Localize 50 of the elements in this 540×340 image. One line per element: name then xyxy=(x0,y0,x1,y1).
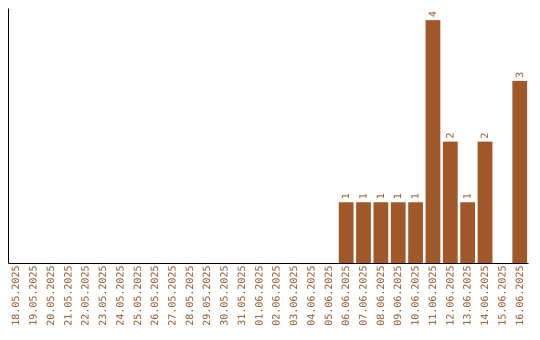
x-tick-label: 15.06.2025 xyxy=(497,266,508,326)
x-tick-label: 14.06.2025 xyxy=(480,266,492,326)
x-tick-label: 18.05.2025 xyxy=(11,266,22,326)
bar xyxy=(356,202,371,263)
bar xyxy=(460,202,476,263)
x-tick-label: 20.05.2025 xyxy=(46,266,57,326)
x-tick-label: 11.06.2025 xyxy=(428,266,439,326)
bar xyxy=(512,80,528,263)
x-tick-label: 08.06.2025 xyxy=(376,266,387,326)
data-label: 1 xyxy=(358,193,370,200)
data-label: 4 xyxy=(428,11,439,18)
x-tick-label: 24.05.2025 xyxy=(115,266,126,326)
x-tick-label: 13.06.2025 xyxy=(462,266,474,326)
bar xyxy=(408,202,423,263)
x-tick-label: 27.05.2025 xyxy=(168,266,179,326)
data-label: 1 xyxy=(393,193,404,200)
x-tick-label: 07.06.2025 xyxy=(358,266,370,326)
x-tick-label: 04.06.2025 xyxy=(306,266,318,326)
data-label: 1 xyxy=(341,193,352,200)
x-tick-label: 31.05.2025 xyxy=(236,266,248,326)
data-label: 2 xyxy=(480,132,492,139)
bar xyxy=(478,142,492,263)
x-tick-label: 30.05.2025 xyxy=(220,266,231,326)
x-tick-label: 21.05.2025 xyxy=(63,266,74,326)
data-label: 1 xyxy=(410,193,422,200)
data-label: 1 xyxy=(462,193,474,200)
x-tick-label: 12.06.2025 xyxy=(445,266,456,326)
x-tick-label: 10.06.2025 xyxy=(410,266,422,326)
bar xyxy=(426,20,440,263)
bar xyxy=(373,202,388,263)
x-tick-label: 23.05.2025 xyxy=(98,266,110,326)
data-label: 3 xyxy=(514,72,526,78)
x-tick-label: 02.06.2025 xyxy=(272,266,283,326)
x-tick-label: 28.05.2025 xyxy=(184,266,196,326)
x-tick-label: 01.06.2025 xyxy=(254,266,266,326)
x-tick-label: 09.06.2025 xyxy=(393,266,404,326)
x-tick-label: 05.06.2025 xyxy=(324,266,335,326)
bar xyxy=(338,202,354,263)
bar xyxy=(442,142,458,263)
bar xyxy=(390,202,406,263)
x-tick-label: 19.05.2025 xyxy=(28,266,40,326)
x-tick-label: 22.05.2025 xyxy=(80,266,92,326)
x-tick-label: 03.06.2025 xyxy=(289,266,300,326)
x-tick-label: 06.06.2025 xyxy=(341,266,352,326)
x-tick-label: 25.05.2025 xyxy=(132,266,144,326)
x-tick-label: 16.06.2025 xyxy=(514,266,526,326)
data-label: 2 xyxy=(445,132,456,139)
x-tick-label: 29.05.2025 xyxy=(202,266,214,326)
data-label: 1 xyxy=(376,193,387,200)
x-tick-label: 26.05.2025 xyxy=(150,266,162,326)
